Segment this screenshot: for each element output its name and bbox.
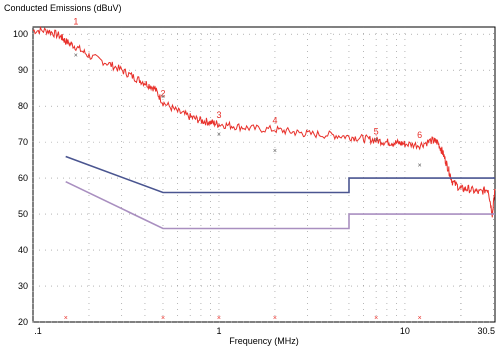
axis-marker-6: ×	[418, 315, 422, 322]
marker-x-2: ×	[161, 94, 165, 101]
y-tick-20: 20	[18, 317, 28, 327]
y-tick-60: 60	[18, 173, 28, 183]
limit-line-2	[65, 180, 495, 230]
series-group	[32, 25, 496, 230]
y-tick-30: 30	[18, 281, 28, 291]
y-tick-40: 40	[18, 245, 28, 255]
x-axis-label: Frequency (MHz)	[229, 336, 299, 346]
marker-x-1: ×	[74, 53, 78, 60]
marker-label-4: 4	[272, 116, 277, 126]
marker-label-6: 6	[417, 130, 422, 140]
axis-marker-2: ×	[161, 315, 165, 322]
x-tick-1: 1	[216, 326, 221, 336]
axis-marker-3: ×	[217, 315, 221, 322]
axis-marker-1: ×	[64, 315, 68, 322]
axis-marker-4: ×	[273, 315, 277, 322]
marker-x-5: ×	[374, 137, 378, 144]
x-tick-30.5: 30.5	[477, 326, 495, 336]
marker-label-3: 3	[216, 110, 221, 120]
y-tick-80: 80	[18, 101, 28, 111]
marker-group: 1×2×3×4×5×6×	[73, 17, 422, 170]
x-tick-.1: .1	[34, 326, 42, 336]
marker-label-1: 1	[73, 17, 78, 27]
y-tick-90: 90	[18, 65, 28, 75]
x-tick-labels: .1 1 10 30.5	[34, 326, 495, 336]
marker-x-3: ×	[217, 132, 221, 139]
chart-title: Conducted Emissions (dBuV)	[4, 3, 122, 13]
marker-x-4: ×	[273, 148, 277, 155]
marker-x-6: ×	[418, 162, 422, 169]
marker-label-2: 2	[160, 89, 165, 99]
y-tick-100: 100	[13, 29, 28, 39]
axis-markers: × × × × × ×	[64, 315, 422, 322]
limit-line-1	[65, 155, 495, 194]
plot-area	[32, 26, 496, 323]
axis-marker-5: ×	[374, 315, 378, 322]
marker-label-5: 5	[374, 126, 379, 136]
y-tick-50: 50	[18, 209, 28, 219]
x-tick-10: 10	[400, 326, 410, 336]
y-tick-70: 70	[18, 137, 28, 147]
y-tick-labels: 20 30 40 50 60 70 80 90 100	[13, 29, 28, 327]
measurement-trace	[32, 25, 496, 218]
